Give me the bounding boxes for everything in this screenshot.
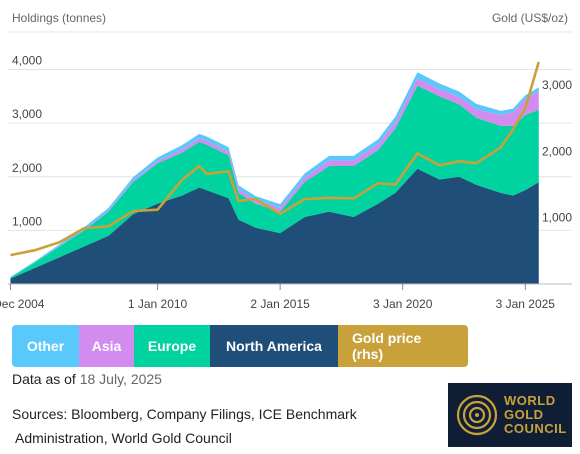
x-tick-label: 31 Dec 2004 <box>0 297 45 311</box>
gold-price-line <box>10 61 541 257</box>
y-right-title: Gold (US$/oz) <box>492 11 568 25</box>
holdings-chart: Holdings (tonnes) Gold (US$/oz) 1,000 2,0… <box>0 11 572 311</box>
sources-line-2: Administration, World Gold Council <box>15 430 232 446</box>
x-tick-label: 2 Jan 2015 <box>250 297 310 311</box>
y-left-tick-label: 2,000 <box>12 161 42 175</box>
concentric-circles-icon <box>456 394 498 436</box>
logo-wordmark: WORLD GOLD COUNCIL <box>504 394 567 436</box>
y-right-tick-label: 2,000 <box>542 144 572 158</box>
y-left-tick-label: 1,000 <box>12 214 42 228</box>
y-left-title: Holdings (tonnes) <box>12 11 106 25</box>
legend-item-europe[interactable]: Europe <box>134 325 210 367</box>
legend-item-north-america[interactable]: North America <box>210 325 338 367</box>
gold-price-line-group <box>10 61 541 257</box>
stacked-areas <box>8 72 572 285</box>
x-tick-label: 3 Jan 2025 <box>496 297 556 311</box>
asof-date: 18 July, 2025 <box>79 371 162 387</box>
legend: Other Asia Europe North America Gold pri… <box>12 325 468 367</box>
legend-item-other[interactable]: Other <box>12 325 79 367</box>
sources-line-1: Sources: Bloomberg, Company Filings, ICE… <box>12 406 357 422</box>
asof-prefix: Data as of <box>12 371 76 387</box>
x-tick-label: 3 Jan 2020 <box>373 297 433 311</box>
y-right-tick-label: 1,000 <box>542 211 572 225</box>
legend-item-gold-price[interactable]: Gold price (rhs) <box>338 325 468 367</box>
x-axis: 31 Dec 2004 1 Jan 2010 2 Jan 2015 3 Jan 202… <box>0 284 555 311</box>
x-tick-label: 1 Jan 2010 <box>128 297 188 311</box>
logo-line-3: COUNCIL <box>504 421 567 436</box>
logo-line-1: WORLD <box>504 393 556 408</box>
legend-item-asia[interactable]: Asia <box>79 325 134 367</box>
y-left-axis: 1,000 2,000 3,000 4,000 <box>12 54 42 229</box>
y-left-tick-label: 4,000 <box>12 54 42 68</box>
y-right-tick-label: 3,000 <box>542 78 572 92</box>
y-right-axis: 1,000 2,000 3,000 <box>542 78 572 225</box>
area-north-america <box>10 168 539 284</box>
data-as-of: Data as of 18 July, 2025 <box>12 371 162 387</box>
area-europe <box>10 85 539 279</box>
world-gold-council-logo[interactable]: WORLD GOLD COUNCIL <box>448 383 572 447</box>
sources-note: Sources: Bloomberg, Company Filings, ICE… <box>12 402 432 450</box>
y-left-tick-label: 3,000 <box>12 107 42 121</box>
logo-line-2: GOLD <box>504 407 544 422</box>
